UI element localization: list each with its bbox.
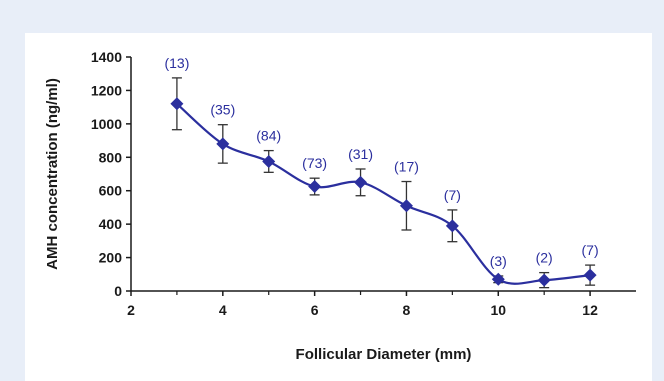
y-tick-label: 600 xyxy=(99,183,123,199)
x-tick-label: 10 xyxy=(490,302,506,318)
data-label: (17) xyxy=(394,159,419,175)
data-point-diamond xyxy=(583,268,597,282)
data-label: (73) xyxy=(302,155,327,171)
x-tick-label: 8 xyxy=(403,302,411,318)
error-bars xyxy=(171,77,596,289)
data-label: (7) xyxy=(444,187,461,203)
y-tick-label: 200 xyxy=(99,250,123,266)
x-axis-title: Follicular Diameter (mm) xyxy=(296,346,472,363)
y-tick-label: 800 xyxy=(99,149,123,165)
y-axis-title: AMH concentration (ng/ml) xyxy=(44,78,61,270)
x-tick-label: 12 xyxy=(582,302,598,318)
axes xyxy=(130,57,636,292)
data-point-diamond xyxy=(491,272,505,286)
series-line xyxy=(176,102,591,285)
data-points xyxy=(170,97,597,287)
x-tick-label: 6 xyxy=(311,302,319,318)
data-point-diamond xyxy=(262,154,276,168)
y-tick-label: 1000 xyxy=(91,116,122,132)
data-point-diamond xyxy=(170,97,184,111)
y-tick-label: 1400 xyxy=(91,49,122,65)
data-point-diamond xyxy=(399,199,413,213)
data-labels: (13) (35) (84) (73) (31) (17) (7) (3) (2) (7) xyxy=(164,55,598,269)
y-axis-ticks: 0 200 400 600 800 1000 1200 1400 xyxy=(91,49,131,299)
data-label: (84) xyxy=(256,128,281,144)
y-tick-label: 0 xyxy=(114,283,122,299)
series-line-path xyxy=(176,102,591,285)
data-label: (3) xyxy=(490,253,507,269)
data-point-diamond xyxy=(354,175,368,189)
x-tick-label: 2 xyxy=(127,302,135,318)
data-label: (13) xyxy=(164,55,189,71)
data-point-diamond xyxy=(445,219,459,233)
data-point-diamond xyxy=(308,180,322,194)
y-tick-label: 1200 xyxy=(91,82,122,98)
data-point-diamond xyxy=(216,137,230,151)
x-axis-ticks: 2 4 6 8 10 12 xyxy=(127,291,598,318)
y-tick-label: 400 xyxy=(99,216,123,232)
x-tick-label: 4 xyxy=(219,302,227,318)
data-point-diamond xyxy=(537,273,551,287)
data-label: (7) xyxy=(582,242,599,258)
data-label: (2) xyxy=(536,250,553,266)
data-label: (31) xyxy=(348,146,373,162)
data-label: (35) xyxy=(210,102,235,118)
